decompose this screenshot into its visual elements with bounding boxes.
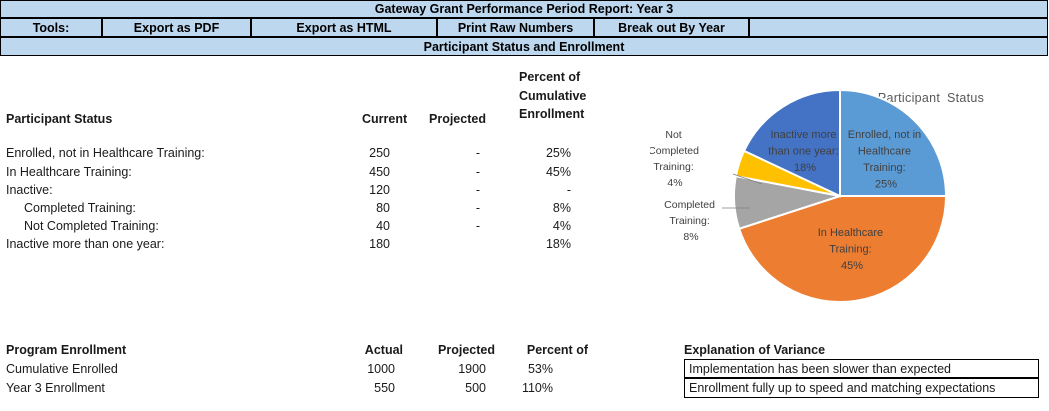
svg-text:Completed Training:: Completed Training: 8% xyxy=(664,199,718,243)
svg-text:Participant Status: Participant Status xyxy=(878,91,984,105)
svg-text:Not Completed: Not Completed Training: 4% xyxy=(650,129,702,189)
